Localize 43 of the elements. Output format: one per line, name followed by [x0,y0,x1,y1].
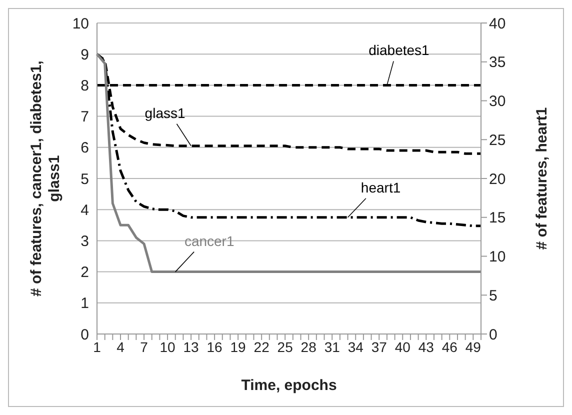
x-tick-label: 16 [206,338,223,355]
x-axis-title: Time, epochs [241,377,337,394]
x-tick-label: 22 [254,338,270,355]
series-label: glass1 [144,104,186,121]
y-tick-label: 7 [80,108,89,126]
x-tick-label: 46 [442,338,458,355]
x-tick-label: 25 [277,338,294,355]
y-tick-label: 1 [80,295,89,312]
x-tick-label: 34 [348,338,364,355]
x-tick-label: 37 [371,338,388,355]
y-tick-label: 9 [80,46,89,64]
y2-tick-label: 5 [489,287,498,304]
y2-tick-label: 10 [489,248,506,266]
y-tick-label: 3 [80,233,89,250]
y-tick-label: 0 [80,326,89,344]
x-tick-label: 40 [394,338,411,355]
y-axis-title: # of features, cancer1, diabetes1, glass1 [28,60,63,296]
y-tick-label: 2 [80,264,89,282]
x-tick-label: 7 [140,338,148,355]
x-tick-label: 4 [116,338,125,355]
x-tick-label: 19 [230,338,246,355]
x-tick-label: 13 [183,338,200,355]
x-tick-label: 28 [300,338,317,355]
y2-tick-label: 30 [489,93,506,110]
y-tick-label: 4 [80,202,89,219]
x-tick-label: 31 [324,338,340,355]
x-tick-label: 10 [160,338,176,355]
y2-tick-label: 35 [489,54,506,72]
x-tick-label: 1 [93,338,102,355]
y2-axis-title: # of features, heart1 [533,107,550,250]
series-label: diabetes1 [368,42,430,58]
y2-tick-label: 15 [489,210,506,227]
x-tick-label: 43 [418,338,434,355]
y-tick-label: 5 [80,170,89,188]
y2-tick-label: 40 [489,15,506,32]
y2-tick-label: 0 [489,326,498,344]
y2-tick-label: 20 [489,170,506,188]
y-tick-label: 8 [80,78,89,95]
x-tick-label: 49 [465,338,482,355]
y-tick-label: 10 [72,15,89,32]
series-label: heart1 [360,179,401,196]
y-tick-label: 6 [80,140,89,157]
y2-tick-label: 25 [489,132,506,149]
